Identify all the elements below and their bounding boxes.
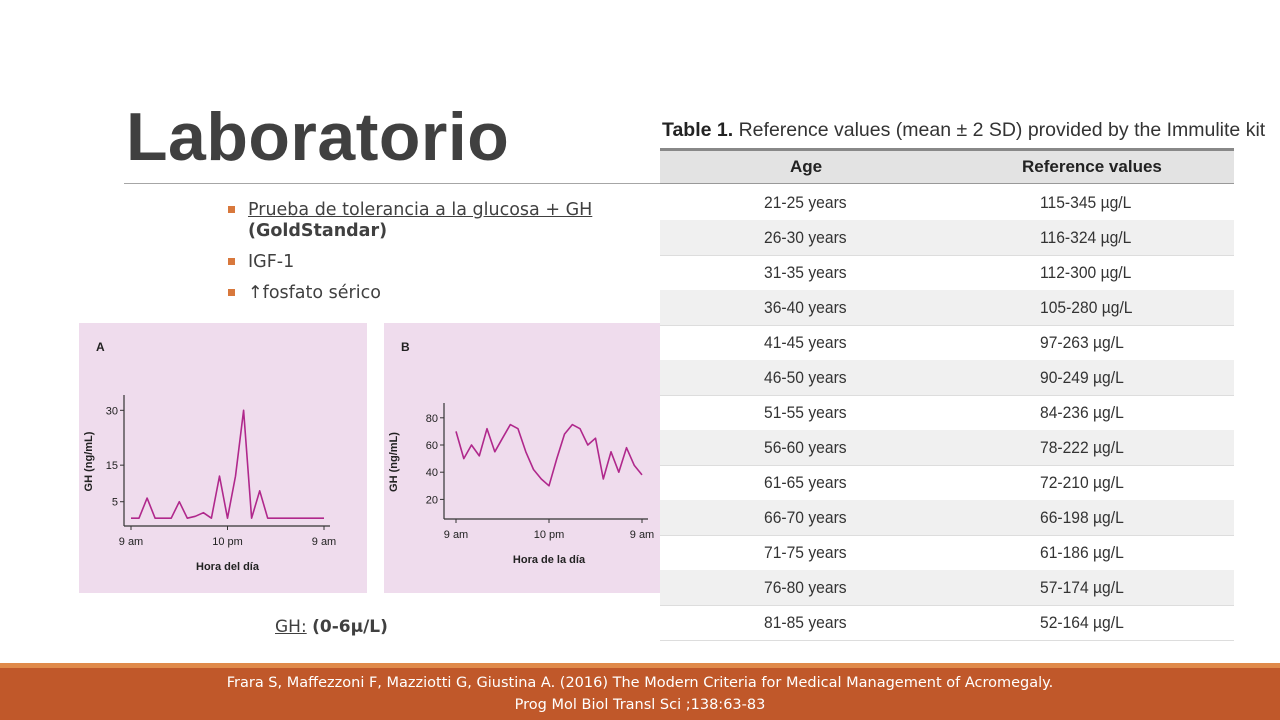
footer-accent-line (0, 663, 1280, 668)
table-cell-reference: 97-263 µg/L (1040, 333, 1124, 352)
table-row: 66-70 years 66-198 µg/L (660, 500, 1234, 536)
table-cell-age: 71-75 years (764, 543, 847, 562)
bullet-text: IGF-1 (248, 252, 295, 272)
square-bullet-icon (228, 206, 235, 213)
table-header: Age Reference values (660, 148, 1234, 184)
gh-note-label: GH: (275, 617, 307, 637)
slide-title: Laboratorio (126, 99, 510, 175)
table-caption-text: Reference values (mean ± 2 SD) provided … (738, 119, 1266, 141)
table-cell-age: 76-80 years (764, 578, 847, 597)
table-cell-reference: 57-174 µg/L (1040, 578, 1124, 597)
table-cell-age: 66-70 years (764, 508, 847, 527)
gh-chart-b: B 20 40 60 80 9 am 10 pm 9 am Hora de la día GH (… (388, 340, 654, 566)
y-tick-label: 80 (426, 413, 438, 425)
bullet-text-underlined: Prueba de tolerancia a la glucosa + GH (248, 200, 593, 220)
table-cell-age: 36-40 years (764, 298, 847, 317)
table-cell-age: 46-50 years (764, 368, 847, 387)
table-cell-age: 81-85 years (764, 613, 847, 632)
table-cell-reference: 78-222 µg/L (1040, 438, 1124, 457)
table-cell-reference: 112-300 µg/L (1040, 263, 1132, 282)
footer-citation: Frara S, Maffezzoni F, Mazziotti G, Gius… (0, 672, 1280, 716)
table-cell-age: 31-35 years (764, 263, 847, 282)
bullet-item-glucose-test: Prueba de tolerancia a la glucosa + GH (… (228, 200, 592, 242)
x-tick-label: 9 am (444, 529, 468, 541)
x-axis-label: Hora del día (196, 561, 260, 573)
table-header-age: Age (790, 157, 823, 176)
table-cell-reference: 84-236 µg/L (1040, 403, 1124, 422)
table-cell-reference: 66-198 µg/L (1040, 508, 1124, 527)
bullet-list: Prueba de tolerancia a la glucosa + GH (… (228, 200, 592, 314)
table-header-reference: Reference values (1022, 157, 1162, 176)
y-tick-label: 15 (106, 460, 118, 472)
y-tick-label: 40 (426, 467, 438, 479)
panel-label: B (401, 340, 410, 354)
table-cell-age: 56-60 years (764, 438, 847, 457)
table-cell-reference: 116-324 µg/L (1040, 228, 1132, 247)
table-row: 46-50 years 90-249 µg/L (660, 360, 1234, 396)
panel-label: A (96, 340, 105, 354)
bullet-item-phosphate: ↑fosfato sérico (228, 283, 592, 304)
table-cell-reference: 52-164 µg/L (1040, 613, 1124, 632)
gh-trace-line (455, 423, 643, 487)
x-tick-label: 10 pm (212, 536, 243, 548)
citation-line-1: Frara S, Maffezzoni F, Mazziotti G, Gius… (226, 675, 1054, 691)
y-tick-label: 60 (426, 440, 438, 452)
bullet-item-igf1: IGF-1 (228, 252, 592, 273)
table-row: 31-35 years 112-300 µg/L (660, 255, 1234, 291)
citation-line-2: Prog Mol Biol Transl Sci ;138:63-83 (514, 697, 766, 713)
table-row: 41-45 years 97-263 µg/L (660, 325, 1234, 361)
table-row: 76-80 years 57-174 µg/L (660, 570, 1234, 606)
table-cell-reference: 61-186 µg/L (1040, 543, 1124, 562)
table-row: 61-65 years 72-210 µg/L (660, 465, 1234, 501)
x-tick-label: 9 am (119, 536, 143, 548)
square-bullet-icon (228, 258, 235, 265)
table-cell-age: 21-25 years (764, 193, 847, 212)
gh-reference-note: GH: (0-6µ/L) (275, 617, 388, 637)
bullet-text: ↑fosfato sérico (248, 283, 381, 303)
y-tick-label: 5 (112, 497, 118, 509)
table-row: 56-60 years 78-222 µg/L (660, 430, 1234, 466)
table-cell-reference: 72-210 µg/L (1040, 473, 1124, 492)
table-cell-reference: 90-249 µg/L (1040, 368, 1124, 387)
table-row: 26-30 years 116-324 µg/L (660, 220, 1234, 256)
square-bullet-icon (228, 289, 235, 296)
y-axis-label: GH (ng/mL) (83, 431, 95, 491)
table-cell-reference: 115-345 µg/L (1040, 193, 1132, 212)
table-row: 51-55 years 84-236 µg/L (660, 395, 1234, 431)
title-divider (124, 183, 664, 184)
bullet-text-bold: (GoldStandar) (248, 221, 388, 241)
x-tick-label: 9 am (312, 536, 336, 548)
gh-note-value: (0-6µ/L) (312, 617, 388, 637)
table-caption: Table 1. Reference values (mean ± 2 SD) … (662, 119, 1265, 142)
table-row: 81-85 years 52-164 µg/L (660, 605, 1234, 641)
table-cell-age: 41-45 years (764, 333, 847, 352)
footer-bar (0, 663, 1280, 720)
gh-chart-a: A 5 15 30 9 am 10 pm 9 am Hora del día GH (ng/mL… (83, 340, 336, 573)
gh-chart-panel-a: A 5 15 30 9 am 10 pm 9 am Hora del día GH (ng/mL… (79, 323, 367, 593)
x-tick-label: 9 am (630, 529, 654, 541)
table-cell-age: 26-30 years (764, 228, 847, 247)
y-tick-label: 20 (426, 494, 438, 506)
table-row: 21-25 years 115-345 µg/L (660, 185, 1234, 221)
table-cell-age: 51-55 years (764, 403, 847, 422)
table-row: 71-75 years 61-186 µg/L (660, 535, 1234, 571)
gh-trace-line (131, 409, 324, 519)
y-tick-label: 30 (106, 405, 118, 417)
table-row: 36-40 years 105-280 µg/L (660, 290, 1234, 326)
reference-table: Table 1. Reference values (mean ± 2 SD) … (660, 116, 1265, 641)
table-cell-reference: 105-280 µg/L (1040, 298, 1133, 317)
y-axis-label: GH (ng/mL) (388, 432, 400, 492)
table-caption-label: Table 1. (662, 119, 734, 141)
x-axis-label: Hora de la día (513, 554, 586, 566)
gh-chart-panel-b: B 20 40 60 80 9 am 10 pm 9 am Hora de la día GH (… (384, 323, 662, 593)
table-cell-age: 61-65 years (764, 473, 847, 492)
x-tick-label: 10 pm (534, 529, 565, 541)
